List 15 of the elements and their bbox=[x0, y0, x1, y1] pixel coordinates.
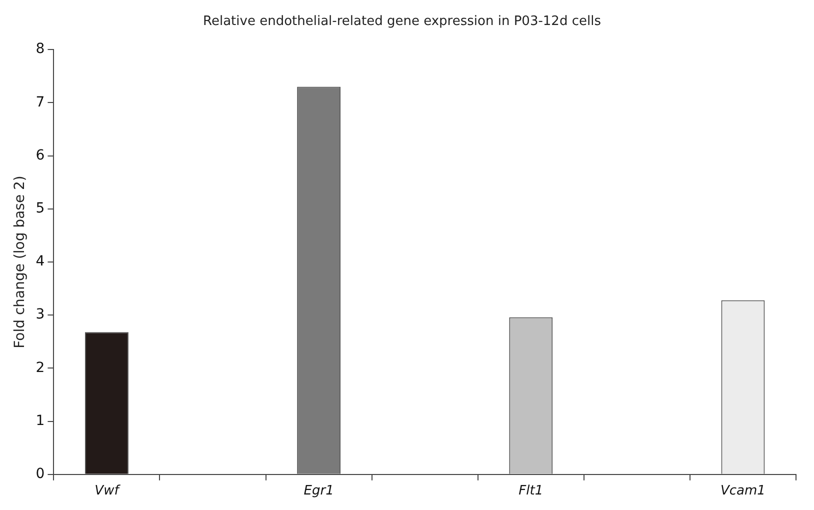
y-tick-label: 8 bbox=[36, 41, 45, 58]
y-tick-label: 5 bbox=[36, 200, 45, 217]
x-tick-label: Vwf bbox=[94, 484, 122, 499]
y-tick-label: 2 bbox=[36, 360, 45, 376]
y-tick-label: 7 bbox=[36, 94, 45, 110]
y-tick-label: 3 bbox=[36, 306, 45, 323]
chart-title: Relative endothelial-related gene expression in P03-12d cells bbox=[203, 14, 602, 30]
y-axis-title: Fold change (log base 2) bbox=[12, 176, 28, 348]
x-tick-label: Vcam1 bbox=[720, 484, 766, 499]
y-tick-label: 0 bbox=[36, 466, 45, 482]
x-tick-label: Egr1 bbox=[304, 484, 334, 499]
y-tick-label: 6 bbox=[36, 147, 45, 164]
x-tick-label: Flt1 bbox=[518, 484, 544, 499]
y-tick-label: 1 bbox=[36, 412, 45, 429]
y-tick-label: 4 bbox=[36, 254, 45, 270]
